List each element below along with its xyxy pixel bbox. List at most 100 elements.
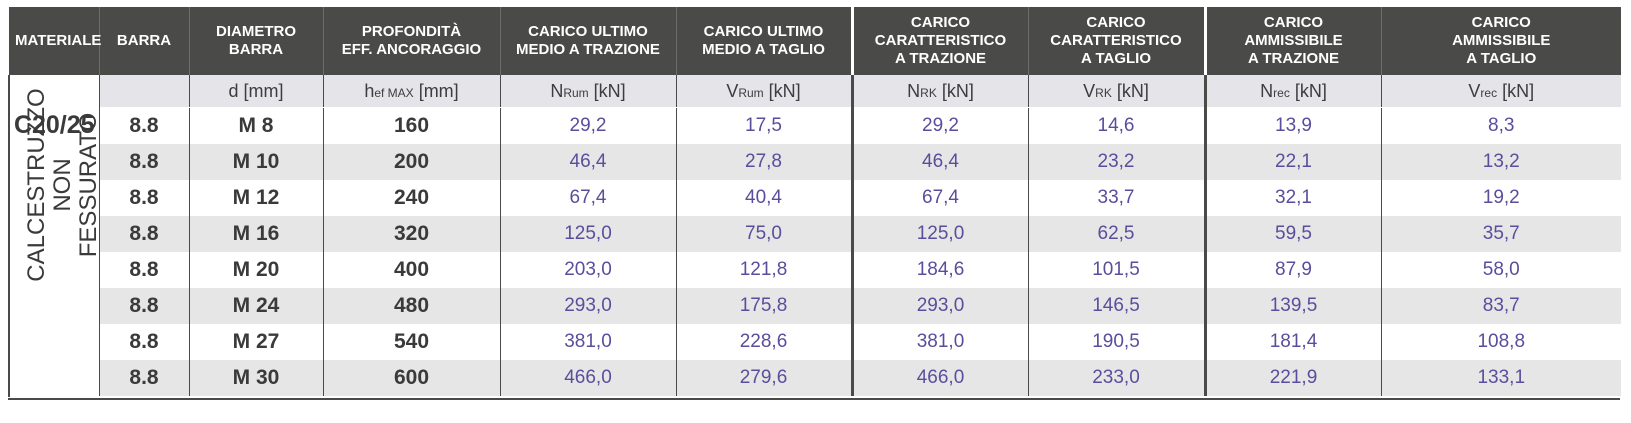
header-caratteristico-taglio: CARICO CARATTERISTICO A TAGLIO xyxy=(1027,7,1205,75)
unit-vrum: VRum [kN] xyxy=(675,75,852,108)
header-diametro: DIAMETRO BARRA xyxy=(188,7,323,75)
n-rk-cell: 466,0 xyxy=(850,360,1028,396)
n-rec-cell: 59,5 xyxy=(1203,216,1381,252)
unit-vrec: Vrec [kN] xyxy=(1380,75,1621,108)
unit-nrum: NRum [kN] xyxy=(499,75,676,108)
v-rec-cell: 83,7 xyxy=(1380,288,1621,324)
v-rec-cell: 8,3 xyxy=(1380,107,1621,144)
header-profondita: PROFONDITÀ EFF. ANCORAGGIO xyxy=(322,7,500,75)
v-rec-cell: 19,2 xyxy=(1380,180,1621,216)
table-row: 8.8 M 10 200 46,4 27,8 46,4 23,2 22,1 13,2 xyxy=(9,144,1621,180)
header-ammissibile-taglio: CARICO AMMISSIBILE A TAGLIO xyxy=(1380,7,1621,75)
v-rk-cell: 14,6 xyxy=(1027,107,1205,144)
n-rk-cell: 125,0 xyxy=(850,216,1028,252)
v-rum-cell: 121,8 xyxy=(675,252,852,288)
n-rec-cell: 87,9 xyxy=(1203,252,1381,288)
v-rec-cell: 58,0 xyxy=(1380,252,1621,288)
barra-cell: 8.8 xyxy=(98,288,189,324)
v-rk-cell: 190,5 xyxy=(1027,324,1205,360)
n-rum-cell: 67,4 xyxy=(499,180,676,216)
n-rum-cell: 466,0 xyxy=(499,360,676,396)
n-rk-cell: 46,4 xyxy=(850,144,1028,180)
table-row: 8.8 M 24 480 293,0 175,8 293,0 146,5 139,5 83,7 xyxy=(9,288,1621,324)
diametro-cell: M 30 xyxy=(188,360,323,396)
v-rec-cell: 35,7 xyxy=(1380,216,1621,252)
material-line2: NON FESSURATO xyxy=(49,112,103,258)
unit-nrec: Nrec [kN] xyxy=(1203,75,1381,108)
v-rum-cell: 228,6 xyxy=(675,324,852,360)
n-rec-cell: 221,9 xyxy=(1203,360,1381,396)
barra-cell: 8.8 xyxy=(98,180,189,216)
table-row: 8.8 M 30 600 466,0 279,6 466,0 233,0 221,9 133,1 xyxy=(9,360,1621,396)
table-row: 8.8 M 8 160 29,2 17,5 29,2 14,6 13,9 8,3 xyxy=(9,107,1621,144)
n-rec-cell: 22,1 xyxy=(1203,144,1381,180)
v-rk-cell: 101,5 xyxy=(1027,252,1205,288)
unit-hef: hef MAX [mm] xyxy=(322,75,500,108)
v-rec-cell: 13,2 xyxy=(1380,144,1621,180)
load-table: MATERIALE BARRA DIAMETRO BARRA PROFONDITÀ… xyxy=(8,7,1621,397)
profondita-cell: 200 xyxy=(322,144,500,180)
n-rk-cell: 29,2 xyxy=(850,107,1028,144)
unit-vrk: VRK [kN] xyxy=(1027,75,1205,108)
diametro-cell: M 20 xyxy=(188,252,323,288)
diametro-cell: M 27 xyxy=(188,324,323,360)
n-rk-cell: 381,0 xyxy=(850,324,1028,360)
v-rk-cell: 62,5 xyxy=(1027,216,1205,252)
diametro-cell: M 8 xyxy=(188,107,323,144)
diametro-cell: M 16 xyxy=(188,216,323,252)
unit-nrk: NRK [kN] xyxy=(850,75,1028,108)
load-table-container: MATERIALE BARRA DIAMETRO BARRA PROFONDITÀ… xyxy=(8,7,1621,397)
diametro-cell: M 24 xyxy=(188,288,323,324)
header-barra: BARRA xyxy=(98,7,189,75)
profondita-cell: 320 xyxy=(322,216,500,252)
n-rum-cell: 203,0 xyxy=(499,252,676,288)
v-rk-cell: 23,2 xyxy=(1027,144,1205,180)
table-row: 8.8 M 27 540 381,0 228,6 381,0 190,5 181,4 108,8 xyxy=(9,324,1621,360)
profondita-cell: 540 xyxy=(322,324,500,360)
table-row: 8.8 M 20 400 203,0 121,8 184,6 101,5 87,9 58,0 xyxy=(9,252,1621,288)
v-rum-cell: 75,0 xyxy=(675,216,852,252)
material-cell: C20/25 CALCESTRUZZO NON FESSURATO xyxy=(8,75,103,397)
n-rum-cell: 125,0 xyxy=(499,216,676,252)
v-rec-cell: 108,8 xyxy=(1380,324,1621,360)
table-row: 8.8 M 16 320 125,0 75,0 125,0 62,5 59,5 35,7 xyxy=(9,216,1621,252)
profondita-cell: 400 xyxy=(322,252,500,288)
n-rum-cell: 29,2 xyxy=(499,107,676,144)
profondita-cell: 600 xyxy=(322,360,500,396)
material-line1: CALCESTRUZZO xyxy=(23,88,51,282)
v-rum-cell: 40,4 xyxy=(675,180,852,216)
n-rum-cell: 381,0 xyxy=(499,324,676,360)
header-carico-ultimo-taglio: CARICO ULTIMO MEDIO A TAGLIO xyxy=(675,7,852,75)
barra-cell: 8.8 xyxy=(98,144,189,180)
barra-cell: 8.8 xyxy=(98,252,189,288)
v-rum-cell: 279,6 xyxy=(675,360,852,396)
diametro-cell: M 12 xyxy=(188,180,323,216)
table-row: 8.8 M 12 240 67,4 40,4 67,4 33,7 32,1 19,2 xyxy=(9,180,1621,216)
v-rum-cell: 27,8 xyxy=(675,144,852,180)
n-rec-cell: 13,9 xyxy=(1203,107,1381,144)
n-rec-cell: 139,5 xyxy=(1203,288,1381,324)
header-materiale: MATERIALE xyxy=(9,7,101,75)
material-grade: C20/25 xyxy=(13,111,95,139)
v-rk-cell: 33,7 xyxy=(1027,180,1205,216)
header-ammissibile-trazione: CARICO AMMISSIBILE A TRAZIONE xyxy=(1203,7,1381,75)
n-rk-cell: 184,6 xyxy=(850,252,1028,288)
diametro-cell: M 10 xyxy=(188,144,323,180)
v-rec-cell: 133,1 xyxy=(1380,360,1621,396)
v-rum-cell: 17,5 xyxy=(675,107,852,144)
barra-cell: 8.8 xyxy=(98,216,189,252)
profondita-cell: 160 xyxy=(322,107,500,144)
header-carico-ultimo-trazione: CARICO ULTIMO MEDIO A TRAZIONE xyxy=(499,7,676,75)
profondita-cell: 240 xyxy=(322,180,500,216)
units-row: C20/25 CALCESTRUZZO NON FESSURATO d [mm]… xyxy=(8,75,1621,397)
unit-d: d [mm] xyxy=(188,75,323,108)
header-caratteristico-trazione: CARICO CARATTERISTICO A TRAZIONE xyxy=(850,7,1028,75)
barra-cell: 8.8 xyxy=(98,324,189,360)
header-row: MATERIALE BARRA DIAMETRO BARRA PROFONDITÀ… xyxy=(9,7,1621,75)
n-rec-cell: 32,1 xyxy=(1203,180,1381,216)
n-rum-cell: 46,4 xyxy=(499,144,676,180)
v-rk-cell: 233,0 xyxy=(1027,360,1205,396)
n-rec-cell: 181,4 xyxy=(1203,324,1381,360)
v-rk-cell: 146,5 xyxy=(1027,288,1205,324)
barra-cell: 8.8 xyxy=(98,107,189,144)
